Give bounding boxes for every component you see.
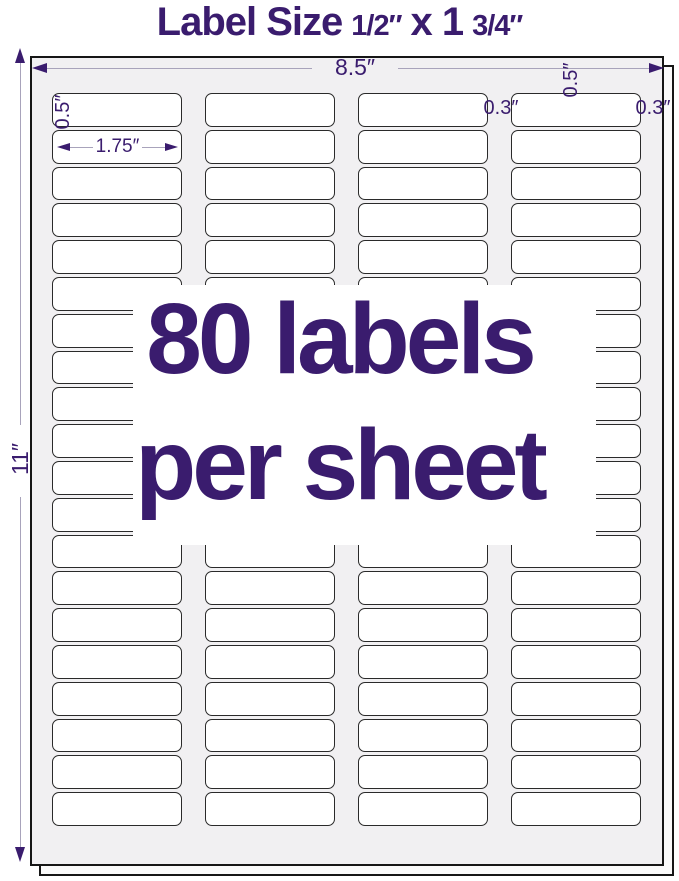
label-cell [205, 792, 335, 826]
label-cell [52, 166, 182, 201]
arrow-right-icon [649, 62, 664, 73]
label-cell [52, 571, 182, 606]
label-cell [358, 681, 488, 716]
title-fraction2: 3/4″ [472, 10, 523, 42]
label-cell [52, 755, 182, 790]
dimension-line [70, 146, 93, 148]
label-cell [52, 240, 182, 274]
dimension-line-top-left [47, 68, 312, 69]
label-cell [358, 203, 488, 238]
title-prefix: Label Size [156, 0, 344, 44]
label-cell [511, 718, 641, 753]
dimension-line [142, 146, 165, 148]
label-cell [511, 792, 641, 826]
label-cell [511, 93, 641, 127]
dimension-line-top-right [398, 68, 649, 69]
label-cell [205, 240, 335, 274]
arrow-left-icon [32, 62, 47, 73]
label-width-dimension: 1.75″ [57, 134, 178, 160]
label-cell [52, 644, 182, 679]
label-cell [358, 240, 488, 274]
label-cell [358, 166, 488, 201]
label-cell [358, 718, 488, 753]
column-gap-dimension: 0.3″ [483, 97, 519, 119]
labels-count-text: 80 labels [146, 283, 537, 395]
label-cell [358, 755, 488, 790]
label-cell [205, 608, 335, 642]
label-cell [358, 608, 488, 642]
label-cell [205, 718, 335, 753]
label-cell [511, 240, 641, 274]
label-cell [52, 203, 182, 238]
label-cell [358, 93, 488, 127]
label-cell [205, 166, 335, 201]
top-margin-dimension: 0.5″ [559, 62, 582, 98]
label-cell [205, 644, 335, 679]
label-cell [52, 718, 182, 753]
label-cell [358, 644, 488, 679]
label-cell [52, 792, 182, 826]
label-cell [52, 681, 182, 716]
label-cell [511, 129, 641, 164]
page-title: Label Size 1/2″ x 1 3/4″ [0, 0, 679, 50]
title-middle: x 1 [410, 0, 465, 44]
sheet-width-dimension: 8.5″ [334, 54, 376, 80]
label-cell [205, 93, 335, 127]
overlay-background [133, 285, 596, 545]
label-cell [511, 755, 641, 790]
dimension-line-left-bottom [20, 497, 21, 847]
label-cell [511, 644, 641, 679]
arrow-left-icon [57, 143, 70, 151]
label-cell [205, 755, 335, 790]
label-cell [511, 608, 641, 642]
label-cell [205, 571, 335, 606]
label-cell [511, 571, 641, 606]
dimension-line-left-top [20, 63, 21, 425]
label-cell [205, 129, 335, 164]
label-cell [511, 203, 641, 238]
title-fraction1: 1/2″ [351, 10, 402, 42]
per-sheet-text: per sheet [135, 409, 548, 521]
side-margin-dimension: 0.3″ [635, 97, 671, 119]
label-cell [358, 571, 488, 606]
label-cell [52, 93, 182, 127]
arrow-up-icon [14, 48, 25, 63]
label-cell [358, 792, 488, 826]
arrow-right-icon [165, 143, 178, 151]
label-cell [205, 681, 335, 716]
label-cell [358, 129, 488, 164]
label-height-dimension: 0.5″ [51, 94, 74, 130]
label-cell [511, 681, 641, 716]
label-cell [52, 608, 182, 642]
label-cell [205, 203, 335, 238]
label-width-value: 1.75″ [95, 136, 140, 157]
label-cell [511, 166, 641, 201]
arrow-down-icon [14, 847, 25, 862]
